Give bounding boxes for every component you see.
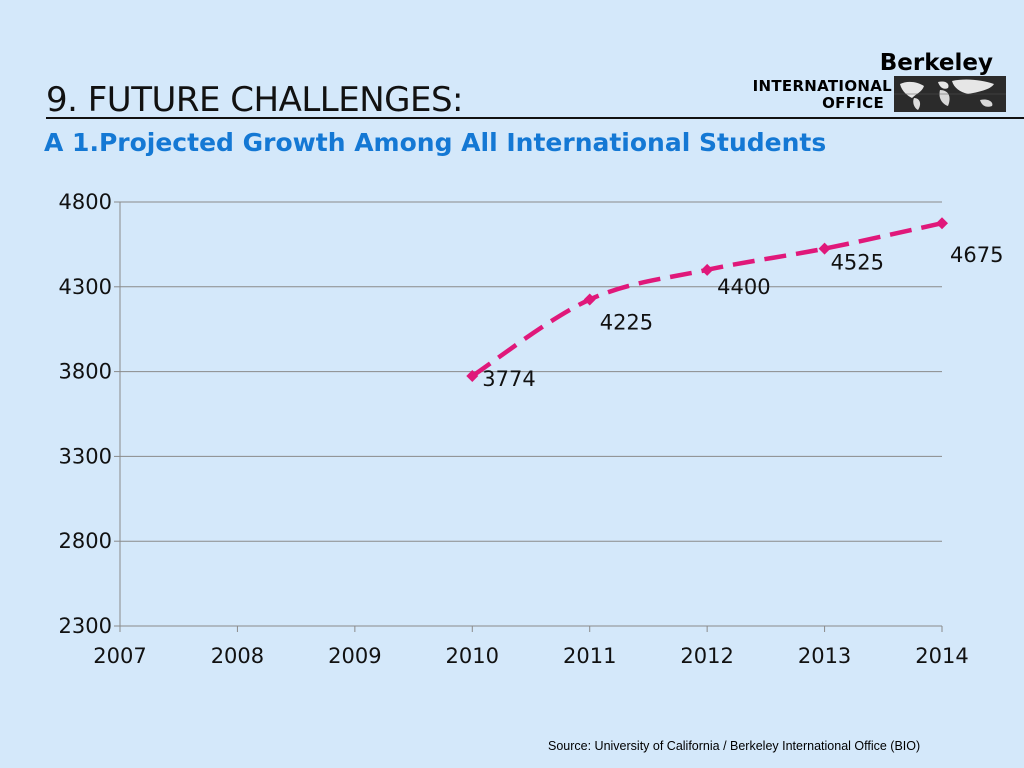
logo-berkeley-text: Berkeley	[879, 50, 993, 76]
world-map-icon	[894, 76, 1006, 112]
x-tick-label: 2010	[446, 644, 499, 668]
logo-international-text: INTERNATIONAL	[752, 77, 892, 95]
chart-data-labels: 3774 4225 4400 4525 4675	[482, 243, 1003, 391]
chart-tick-labels: 2300 2800 3300 3800 4300 4800 2007 2008 2009 2010…	[59, 190, 969, 668]
source-note: Source: University of California / Berke…	[548, 739, 921, 753]
chart-series	[466, 217, 948, 383]
chart-subtitle: A 1.Projected Growth Among All Internati…	[44, 128, 827, 157]
logo-office-text: OFFICE	[822, 94, 884, 112]
y-tick-label: 4300	[59, 275, 112, 299]
x-tick-label: 2014	[915, 644, 968, 668]
data-point-marker	[466, 370, 479, 383]
data-point-marker	[818, 242, 831, 255]
berkeley-international-office-logo: Berkeley INTERNATIONAL OFFICE	[720, 50, 1020, 116]
data-label: 4400	[717, 275, 770, 299]
x-tick-label: 2013	[798, 644, 851, 668]
data-point-marker	[583, 293, 596, 306]
title-underline	[46, 117, 1024, 119]
y-tick-label: 2800	[59, 529, 112, 553]
y-tick-label: 3800	[59, 360, 112, 384]
slide-title: 9. FUTURE CHALLENGES:	[46, 80, 464, 120]
y-tick-label: 3300	[59, 444, 112, 468]
y-tick-label: 2300	[59, 614, 112, 638]
x-tick-label: 2011	[563, 644, 616, 668]
x-tick-label: 2007	[93, 644, 146, 668]
data-label: 4675	[950, 243, 1003, 267]
data-label: 4225	[600, 311, 653, 335]
data-label: 4525	[831, 251, 884, 275]
x-tick-label: 2012	[680, 644, 733, 668]
chart-gridlines	[120, 201, 942, 627]
data-point-marker	[936, 217, 948, 230]
x-tick-label: 2008	[211, 644, 264, 668]
x-tick-label: 2009	[328, 644, 381, 668]
chart-axes	[114, 201, 943, 632]
series-line	[471, 221, 943, 378]
data-label: 3774	[482, 367, 535, 391]
data-point-marker	[701, 263, 714, 276]
y-tick-label: 4800	[59, 190, 112, 214]
